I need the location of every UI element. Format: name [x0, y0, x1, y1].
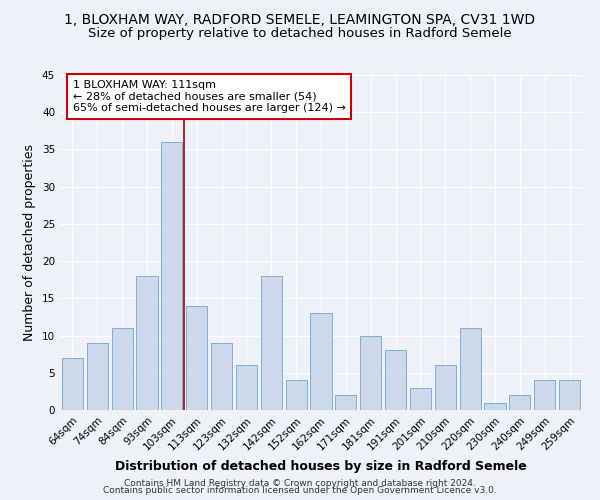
Bar	[335, 395, 356, 410]
Y-axis label: Number of detached properties: Number of detached properties	[23, 144, 37, 341]
Bar	[460, 328, 481, 410]
Text: Contains public sector information licensed under the Open Government Licence v3: Contains public sector information licen…	[103, 486, 497, 495]
Bar	[410, 388, 431, 410]
Bar	[286, 380, 307, 410]
Bar	[360, 336, 381, 410]
Bar	[236, 366, 257, 410]
Bar	[534, 380, 555, 410]
Bar	[310, 313, 332, 410]
Text: 1, BLOXHAM WAY, RADFORD SEMELE, LEAMINGTON SPA, CV31 1WD: 1, BLOXHAM WAY, RADFORD SEMELE, LEAMINGT…	[64, 12, 536, 26]
Bar	[484, 402, 506, 410]
Bar	[435, 366, 456, 410]
X-axis label: Distribution of detached houses by size in Radford Semele: Distribution of detached houses by size …	[115, 460, 527, 473]
Bar	[112, 328, 133, 410]
Bar	[136, 276, 158, 410]
Bar	[161, 142, 182, 410]
Bar	[509, 395, 530, 410]
Bar	[385, 350, 406, 410]
Bar	[87, 343, 108, 410]
Text: Size of property relative to detached houses in Radford Semele: Size of property relative to detached ho…	[88, 28, 512, 40]
Text: Contains HM Land Registry data © Crown copyright and database right 2024.: Contains HM Land Registry data © Crown c…	[124, 478, 476, 488]
Bar	[261, 276, 282, 410]
Text: 1 BLOXHAM WAY: 111sqm
← 28% of detached houses are smaller (54)
65% of semi-deta: 1 BLOXHAM WAY: 111sqm ← 28% of detached …	[73, 80, 346, 113]
Bar	[211, 343, 232, 410]
Bar	[186, 306, 207, 410]
Bar	[62, 358, 83, 410]
Bar	[559, 380, 580, 410]
